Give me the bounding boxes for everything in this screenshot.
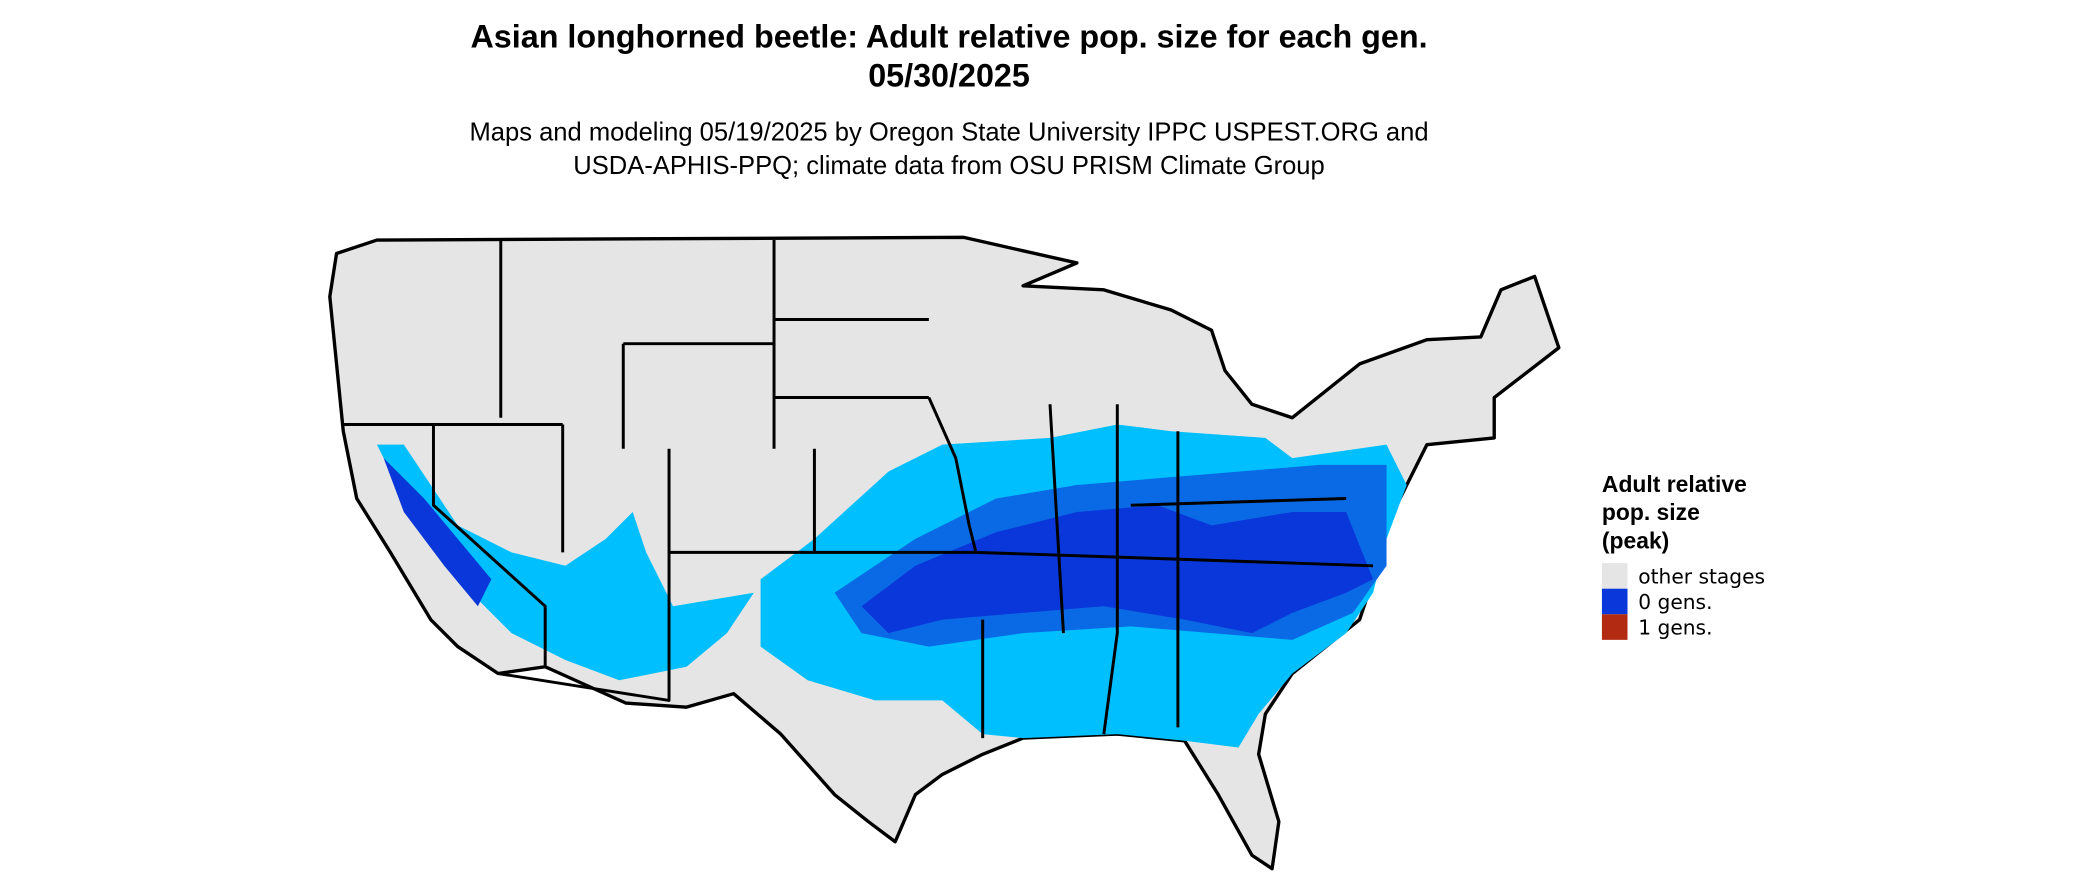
legend-swatch: [1601, 563, 1628, 589]
subtitle-line: Maps and modeling 05/19/2025 by Oregon S…: [469, 118, 1428, 146]
legend-label: 0 gens.: [1638, 590, 1712, 614]
legend-label: other stages: [1638, 564, 1765, 588]
legend-title: (peak): [1602, 527, 1669, 553]
legend-swatch: [1601, 588, 1628, 615]
title: Asian longhorned beetle: Adult relative …: [470, 19, 1427, 55]
legend: Adult relative pop. size (peak) other st…: [1601, 471, 1765, 640]
legend-label: 1 gens.: [1638, 615, 1712, 639]
state-line: [343, 240, 1374, 739]
date: 05/30/2025: [868, 58, 1030, 94]
region-dark: [383, 458, 492, 607]
region-light: [376, 444, 754, 681]
us-map: [328, 235, 1561, 871]
legend-title: Adult relative: [1602, 471, 1747, 497]
legend-swatch: [1601, 614, 1628, 640]
subtitle-line: USDA-APHIS-PPQ; climate data from OSU PR…: [573, 152, 1324, 180]
legend-title: pop. size: [1602, 499, 1700, 525]
